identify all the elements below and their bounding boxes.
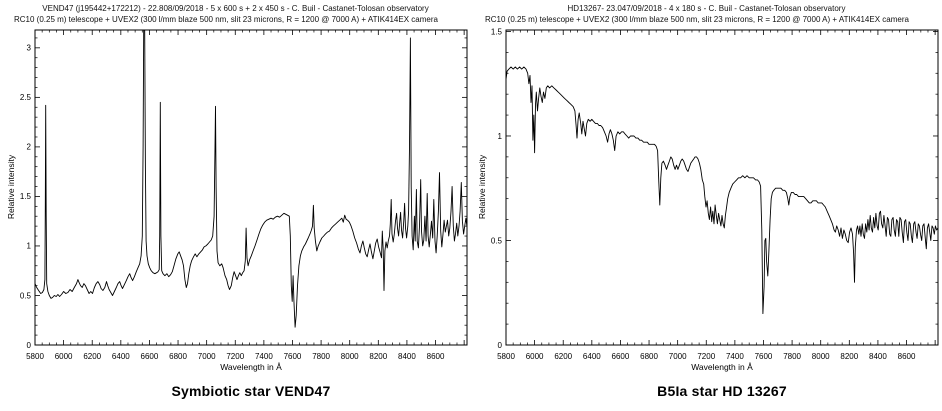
- x-tick-label: 7200: [697, 352, 715, 361]
- y-tick-label: 0.5: [20, 291, 32, 300]
- x-tick-label: 7200: [226, 352, 244, 361]
- y-tick-label: 0: [27, 341, 32, 350]
- plot-title-line1: VEND47 (j195442+172212) - 22.808/09/2018…: [42, 4, 429, 13]
- x-tick-label: 8600: [898, 352, 916, 361]
- spectrum-panel-vend47: VEND47 (j195442+172212) - 22.808/09/2018…: [6, 4, 468, 399]
- x-tick-label: 8000: [341, 352, 359, 361]
- x-tick-label: 8000: [812, 352, 830, 361]
- x-tick-label: 7400: [726, 352, 744, 361]
- spectrum-panel-hd13267: HD13267- 23.047/09/2018 - 4 x 180 s - C.…: [471, 0, 942, 411]
- plot-title-line2: RC10 (0.25 m) telescope + UVEX2 (300 l/m…: [14, 15, 438, 24]
- y-tick-label: 3: [27, 44, 32, 53]
- x-tick-label: 8200: [840, 352, 858, 361]
- spectrum-curve: [506, 66, 938, 315]
- spectrum-plot-vend47: 5800 6000 6200 6400 6600 6800 7000 7200 7400 7600…: [20, 29, 468, 361]
- plot-title-line2: RC10 (0.25 m) telescope + UVEX2 (300 l/m…: [485, 15, 909, 24]
- y-axis-label: Relative intensity: [6, 154, 16, 220]
- x-tick-label: 6400: [583, 352, 601, 361]
- y-axis-label: Relative intensity: [477, 154, 487, 220]
- x-tick-label: 6200: [554, 352, 572, 361]
- x-tick-label: 7400: [255, 352, 273, 361]
- x-tick-label: 7600: [284, 352, 302, 361]
- x-tick-label: 6200: [83, 352, 101, 361]
- x-tick-label: 6600: [612, 352, 630, 361]
- y-tick-label: 2: [27, 143, 32, 152]
- x-tick-label: 7800: [312, 352, 330, 361]
- y-tick-label: 1: [498, 132, 503, 141]
- axes-frame: [34, 29, 468, 346]
- x-tick-label: 8200: [369, 352, 387, 361]
- axes-frame: [505, 29, 939, 346]
- x-tick-label: 5800: [497, 352, 515, 361]
- spectrum-plot-hd13267: 5800 6000 6200 6400 6600 6800 7000 7200 7400 7600…: [491, 27, 939, 361]
- x-tick-label: 6800: [169, 352, 187, 361]
- x-tick-label: 5800: [26, 352, 44, 361]
- x-tick-label: 8600: [427, 352, 445, 361]
- x-tick-label: 8400: [869, 352, 887, 361]
- y-tick-label: 1.5: [20, 192, 32, 201]
- x-tick-label: 6800: [640, 352, 658, 361]
- x-tick-label: 6000: [526, 352, 544, 361]
- y-tick-label: 0: [498, 341, 503, 350]
- spectrum-curve: [35, 30, 467, 328]
- x-tick-label: 6000: [55, 352, 73, 361]
- x-tick-label: 6600: [141, 352, 159, 361]
- x-axis-label: Wavelength in Å: [691, 362, 753, 372]
- x-axis-label: Wavelength in Å: [220, 362, 282, 372]
- x-tick-label: 8400: [398, 352, 416, 361]
- x-tick-label: 6400: [112, 352, 130, 361]
- y-tick-label: 0.5: [491, 236, 503, 245]
- figure-caption: Symbiotic star VEND47: [171, 383, 331, 399]
- figure-caption: B5Ia star HD 13267: [657, 383, 787, 399]
- x-tick-label: 7800: [783, 352, 801, 361]
- x-tick-label: 7600: [755, 352, 773, 361]
- plot-title-line1: HD13267- 23.047/09/2018 - 4 x 180 s - C.…: [567, 4, 846, 13]
- y-tick-label: 1: [27, 242, 32, 251]
- x-tick-label: 7000: [198, 352, 216, 361]
- y-tick-label: 1.5: [491, 27, 503, 36]
- x-tick-label: 7000: [669, 352, 687, 361]
- y-tick-label: 2.5: [20, 93, 32, 102]
